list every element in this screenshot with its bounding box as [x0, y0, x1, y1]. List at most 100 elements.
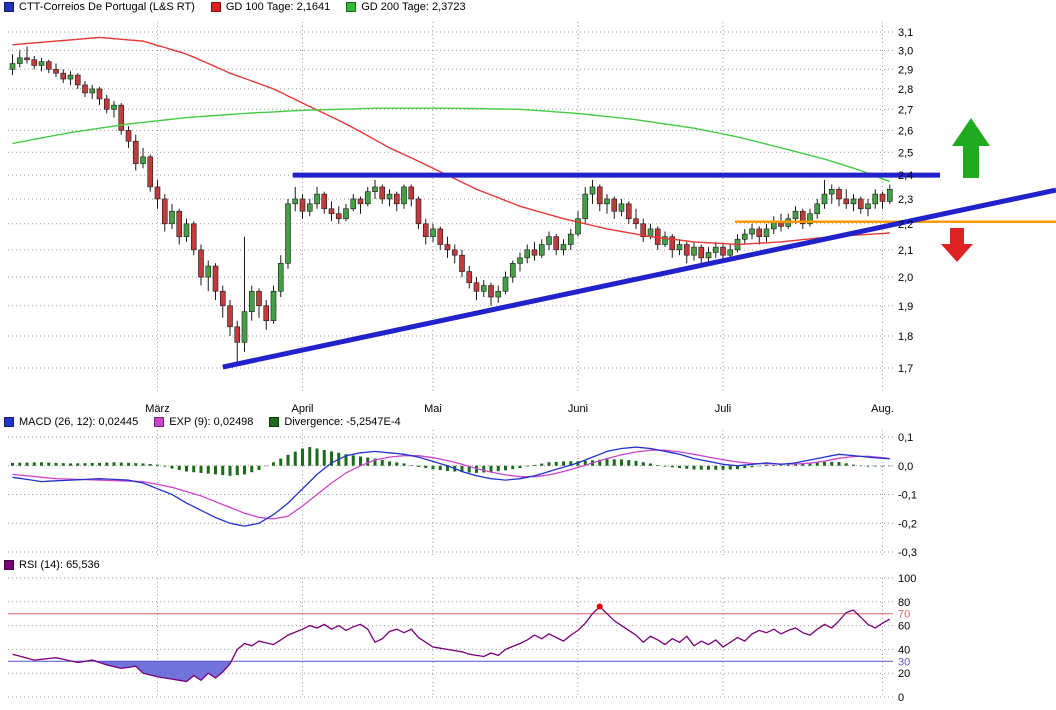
candle-body	[16, 57, 23, 64]
divergence-bar	[388, 461, 391, 466]
candle-body	[415, 198, 422, 225]
candle-body	[495, 290, 502, 298]
legend-item-rsi: RSI (14): 65,536	[4, 559, 100, 571]
candle-body	[386, 193, 393, 200]
divergence-bar	[424, 465, 428, 469]
divergence-bar	[98, 462, 101, 466]
candle-body	[792, 210, 799, 220]
rsi-swatch-icon	[4, 560, 14, 570]
candle-body	[625, 203, 632, 220]
divergence-bar	[431, 465, 435, 470]
candle-body	[132, 140, 139, 164]
month-label: Aug.	[871, 403, 894, 415]
candle-body	[633, 218, 639, 225]
price-tick-label: 1,7	[898, 363, 913, 375]
candle-body	[727, 249, 734, 256]
rsi-tick-label: 100	[898, 573, 916, 585]
price-tick-label: 2,0	[898, 272, 913, 284]
price-legend: CTT-Correios De Portugal (L&S RT) GD 100…	[4, 1, 466, 13]
candle-body	[60, 72, 67, 80]
candle-body	[401, 186, 407, 205]
candle-body	[647, 228, 654, 237]
rsi-oversold-fill	[95, 661, 232, 682]
divergence-bar	[315, 448, 319, 466]
candle-body	[560, 244, 567, 251]
divergence-bar	[866, 465, 870, 467]
divergence-bar	[779, 465, 783, 466]
candle-body	[589, 186, 596, 195]
divergence-bar	[286, 454, 290, 466]
divergence-bar	[743, 465, 747, 469]
divergence-bar	[359, 456, 362, 466]
candle-body	[575, 218, 581, 235]
divergence-bar	[554, 461, 558, 466]
candle-body	[125, 130, 132, 142]
divergence-bar	[765, 464, 768, 466]
candle-body	[850, 198, 857, 205]
divergence-bar	[330, 451, 333, 466]
candle-body	[82, 84, 88, 94]
rsi-legend: RSI (14): 65,536	[4, 559, 100, 571]
exp-swatch-icon	[154, 417, 165, 427]
support-trend-line	[222, 187, 1056, 370]
candle-body	[676, 244, 683, 251]
macd-legend: MACD (26, 12): 0,02445 EXP (9): 0,02498 …	[4, 416, 401, 428]
month-label: März	[145, 403, 169, 415]
divergence-bar	[69, 463, 72, 466]
candle-body	[567, 233, 574, 245]
macd-tick-label: 0,0	[898, 461, 913, 473]
divergence-bar	[460, 465, 464, 473]
divergence-bar	[351, 455, 355, 466]
divergence-bar	[540, 463, 544, 466]
macd-tick-label: -0,2	[898, 518, 917, 530]
divergence-bar	[721, 465, 725, 470]
up-arrow-annotation	[952, 118, 990, 178]
candle-body	[256, 290, 262, 307]
divergence-bar	[163, 465, 167, 467]
gd200-label: GD 200 Tage: 2,3723	[361, 1, 466, 13]
candle-body	[140, 156, 146, 164]
candle-body	[437, 228, 444, 245]
divergence-bar	[504, 465, 507, 471]
candle-body	[198, 249, 204, 278]
rsi-line	[12, 605, 891, 683]
month-label: Juli	[715, 403, 732, 415]
candle-body	[9, 63, 16, 70]
candle-body	[277, 262, 284, 292]
rsi-tick-label: 40	[898, 644, 910, 656]
candle-body	[749, 228, 755, 235]
price-tick-label: 2,8	[898, 84, 913, 96]
divergence-bar	[786, 464, 790, 466]
divergence-bar	[547, 462, 551, 466]
candle-body	[408, 186, 415, 200]
divergence-bar	[627, 460, 631, 466]
macd-label: MACD (26, 12): 0,02445	[19, 416, 139, 428]
divergence-bar	[308, 447, 312, 466]
candle-body	[531, 249, 538, 256]
divergence-bar	[228, 465, 232, 476]
divergence-bar	[728, 465, 732, 470]
rsi-tick-label: 0	[898, 692, 904, 704]
candle-body	[763, 228, 770, 237]
candle-body	[343, 208, 349, 220]
divergence-bar	[438, 465, 442, 471]
candle-body	[459, 254, 465, 272]
divergence-label: Divergence: -5,2547E-4	[284, 416, 401, 428]
divergence-bar	[649, 463, 652, 466]
macd-line	[12, 446, 890, 527]
candle-body	[212, 265, 219, 292]
candle-body	[234, 326, 241, 343]
divergence-bar	[736, 465, 739, 470]
candle-body	[741, 233, 748, 240]
divergence-bar	[808, 462, 812, 466]
legend-item-macd: MACD (26, 12): 0,02445	[4, 416, 138, 428]
price-tick-label: 2,4	[898, 170, 913, 182]
candle-body	[857, 198, 864, 210]
candle-body	[799, 210, 806, 225]
divergence-bar	[83, 463, 87, 466]
candle-body	[67, 74, 74, 80]
divergence-bar	[90, 463, 94, 466]
candle-body	[24, 57, 30, 61]
candle-body	[89, 88, 96, 94]
legend-item-gd100: GD 100 Tage: 2,1641	[210, 1, 330, 13]
